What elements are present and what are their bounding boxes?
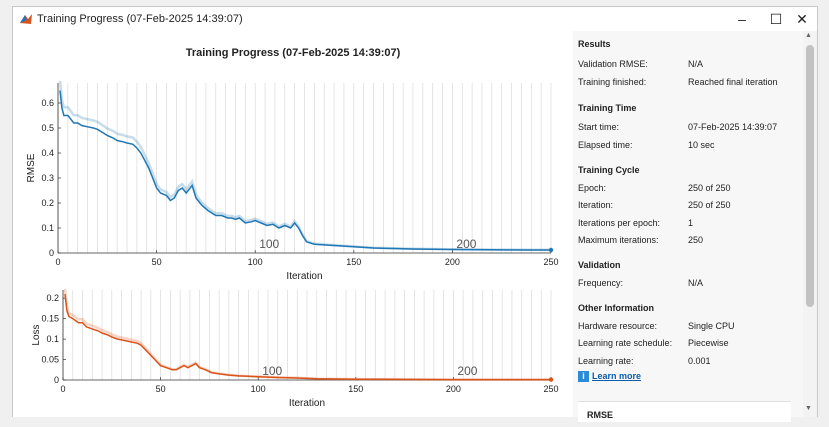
series-line	[64, 294, 551, 381]
x-tick-label: 250	[543, 384, 558, 394]
info-value: N/A	[688, 278, 704, 288]
raw-series-line	[63, 288, 551, 381]
info-value: Piecewise	[688, 338, 729, 348]
y-tick-label: 0.1	[46, 334, 59, 344]
info-label: Hardware resource:	[578, 321, 658, 331]
window-title: Training Progress (07-Feb-2025 14:39:07)	[37, 13, 243, 25]
section-heading: Training Cycle	[578, 165, 640, 175]
info-label: Learning rate schedule:	[578, 338, 673, 348]
x-axis-label: Iteration	[286, 271, 322, 282]
scroll-down-arrow-icon[interactable]: ▼	[805, 405, 812, 412]
info-label: Iteration:	[578, 200, 614, 210]
info-value: 10 sec	[688, 140, 715, 150]
section-heading: Validation	[578, 260, 621, 270]
final-point-marker	[548, 247, 554, 253]
info-value: Reached final iteration	[688, 77, 778, 87]
y-tick-label: 0.15	[41, 314, 59, 324]
y-tick-label: 0.5	[41, 123, 54, 133]
y-tick-label: 0	[54, 375, 59, 385]
info-label: Validation RMSE:	[578, 59, 648, 69]
final-point-marker	[548, 377, 554, 382]
x-tick-label: 100	[251, 384, 266, 394]
x-tick-label: 0	[60, 384, 65, 394]
y-tick-label: 0.6	[41, 98, 54, 108]
info-label: Frequency:	[578, 278, 624, 288]
info-value: 250 of 250	[688, 183, 731, 193]
info-label: Iterations per epoch:	[578, 218, 661, 228]
x-tick-label: 150	[346, 257, 361, 267]
matlab-icon	[19, 12, 33, 26]
y-tick-label: 0.3	[41, 173, 54, 183]
info-value: 1	[688, 218, 694, 228]
y-tick-label: 0.2	[41, 198, 54, 208]
x-tick-label: 100	[248, 257, 263, 267]
y-tick-label: 0.2	[46, 293, 59, 303]
info-value: 250 of 250	[688, 200, 731, 210]
info-label: Training finished:	[578, 77, 647, 87]
x-tick-label: 200	[445, 257, 460, 267]
x-tick-label: 0	[55, 257, 60, 267]
scroll-up-arrow-icon[interactable]: ▲	[805, 32, 812, 39]
minimize-button[interactable]: –	[738, 11, 746, 27]
epoch-marker-label: 100	[259, 237, 279, 251]
y-axis-label: RMSE	[26, 153, 37, 182]
scrollbar-thumb[interactable]	[806, 45, 814, 307]
rmse-legend-panel: RMSE	[578, 401, 791, 422]
info-value: 250	[688, 235, 704, 245]
epoch-marker-label: 200	[457, 364, 477, 378]
x-tick-label: 150	[348, 384, 363, 394]
y-tick-label: 0.1	[41, 223, 54, 233]
x-axis-label: Iteration	[289, 398, 325, 409]
info-label: Elapsed time:	[578, 140, 633, 150]
training-charts: 0 0.1 0.2 0.3 0.4 0.5 0.6 0 50 100 150 200 250 100 200…	[26, 80, 559, 409]
title-bar[interactable]: Training Progress (07-Feb-2025 14:39:07)…	[13, 7, 817, 31]
maximize-button[interactable]: ☐	[769, 11, 783, 27]
section-heading: Other Information	[578, 303, 654, 313]
info-panel-background	[573, 31, 803, 417]
rmse-legend-title: RMSE	[587, 410, 614, 420]
close-button[interactable]: ✕	[796, 11, 808, 27]
plot-area: Training Progress (07-Feb-2025 14:39:07)…	[13, 31, 573, 417]
y-tick-label: 0	[49, 248, 54, 258]
x-tick-label: 200	[446, 384, 461, 394]
y-tick-label: 0.4	[41, 148, 54, 158]
learn-more-label: Learn more	[592, 371, 642, 381]
plot-title: Training Progress (07-Feb-2025 14:39:07)	[185, 47, 401, 59]
info-value: 0.001	[688, 356, 711, 366]
x-tick-label: 250	[543, 257, 558, 267]
training-progress-window: Training Progress (07-Feb-2025 14:39:07)…	[12, 6, 818, 422]
info-label: Epoch:	[578, 183, 607, 193]
x-tick-label: 50	[156, 384, 166, 394]
info-value: N/A	[688, 59, 704, 69]
info-label: Learning rate:	[578, 356, 634, 366]
epoch-marker-label: 100	[262, 364, 282, 378]
raw-series-line	[58, 80, 551, 252]
section-heading: Results	[578, 39, 611, 49]
epoch-marker-label: 200	[456, 237, 476, 251]
x-tick-label: 50	[152, 257, 162, 267]
info-icon: i	[578, 371, 589, 382]
info-value: Single CPU	[688, 321, 735, 331]
info-value: 07-Feb-2025 14:39:07	[688, 122, 778, 132]
learn-more-link[interactable]: i Learn more	[578, 371, 641, 382]
y-axis-label: Loss	[31, 324, 42, 345]
info-label: Start time:	[578, 122, 620, 132]
y-tick-label: 0.05	[41, 355, 59, 365]
info-label: Maximum iterations:	[578, 235, 659, 245]
info-panel: Results Validation RMSE: N/A Training finis…	[578, 31, 803, 422]
section-heading: Training Time	[578, 103, 637, 113]
series-line	[59, 90, 551, 251]
